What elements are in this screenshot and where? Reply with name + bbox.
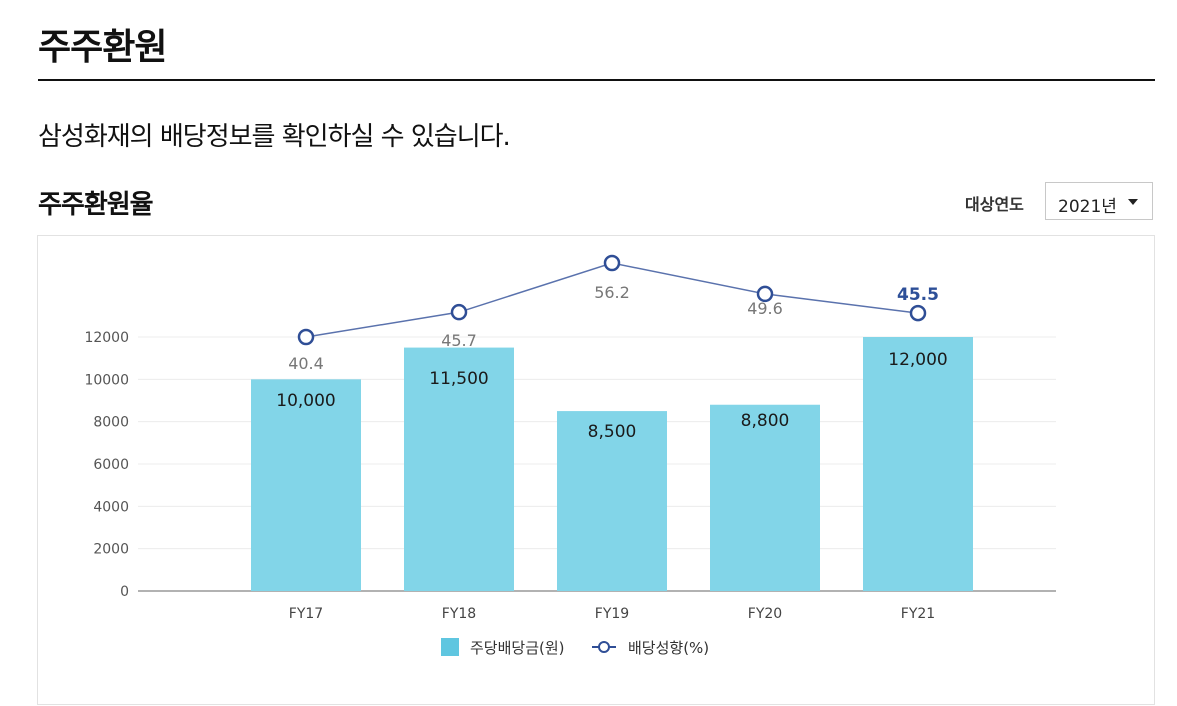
- bar-value-label: 10,000: [276, 391, 335, 411]
- legend-label-bar: 주당배당금(원): [470, 639, 565, 657]
- x-tick-label: FY17: [289, 606, 323, 622]
- bar-fy17: [251, 379, 361, 591]
- y-tick-label: 6000: [93, 457, 129, 473]
- line-value-label: 40.4: [288, 354, 324, 373]
- y-tick-label: 10000: [84, 372, 129, 388]
- payout-point-fy20: [756, 285, 774, 303]
- x-tick-label: FY20: [748, 606, 782, 622]
- bar-fy19: [557, 411, 667, 591]
- section-title: 주주환원율: [38, 190, 154, 220]
- payout-point-fy17: [297, 328, 315, 346]
- y-tick-label: 0: [120, 584, 129, 600]
- legend-swatch-bar: [441, 638, 459, 656]
- bar-fy20: [710, 404, 820, 591]
- bar-value-label: 11,500: [429, 369, 488, 389]
- dividend-chart: 0 2000 4000 6000 8000 10000 12000 10,000 11,500 8…: [84, 254, 1056, 657]
- y-tick-label: 8000: [93, 415, 129, 431]
- y-tick-label: 2000: [93, 542, 129, 558]
- caret-down-icon: [1128, 199, 1138, 205]
- chart-container: 0 2000 4000 6000 8000 10000 12000 10,000 11,500 8…: [37, 235, 1155, 705]
- x-tick-label: FY21: [901, 606, 935, 622]
- bar-fy21: [863, 337, 973, 591]
- bar-value-label: 8,800: [741, 411, 790, 431]
- legend-swatch-marker: [598, 641, 610, 653]
- x-tick-label: FY18: [442, 606, 476, 622]
- line-value-label: 45.5: [897, 285, 939, 305]
- payout-point-fy19: [603, 254, 621, 272]
- page-title: 주주환원: [38, 27, 167, 68]
- payout-point-fy18: [450, 303, 468, 321]
- x-tick-label: FY19: [595, 606, 629, 622]
- line-value-label: 45.7: [441, 331, 477, 350]
- bar-value-label: 8,500: [588, 422, 637, 442]
- year-filter-label: 대상연도: [965, 195, 1024, 214]
- title-divider: [38, 79, 1155, 81]
- line-value-label: 49.6: [747, 299, 783, 318]
- payout-point-fy21: [909, 304, 927, 322]
- line-value-label: 56.2: [594, 283, 630, 302]
- y-tick-label: 4000: [93, 499, 129, 515]
- year-select-value: 2021년: [1058, 197, 1117, 217]
- bar-fy18: [404, 347, 514, 591]
- intro-text: 삼성화재의 배당정보를 확인하실 수 있습니다.: [38, 122, 511, 152]
- legend-label-line: 배당성향(%): [628, 639, 709, 657]
- bar-value-label: 12,000: [888, 350, 947, 370]
- y-tick-label: 12000: [84, 330, 129, 346]
- year-select[interactable]: 2021년: [1045, 182, 1153, 220]
